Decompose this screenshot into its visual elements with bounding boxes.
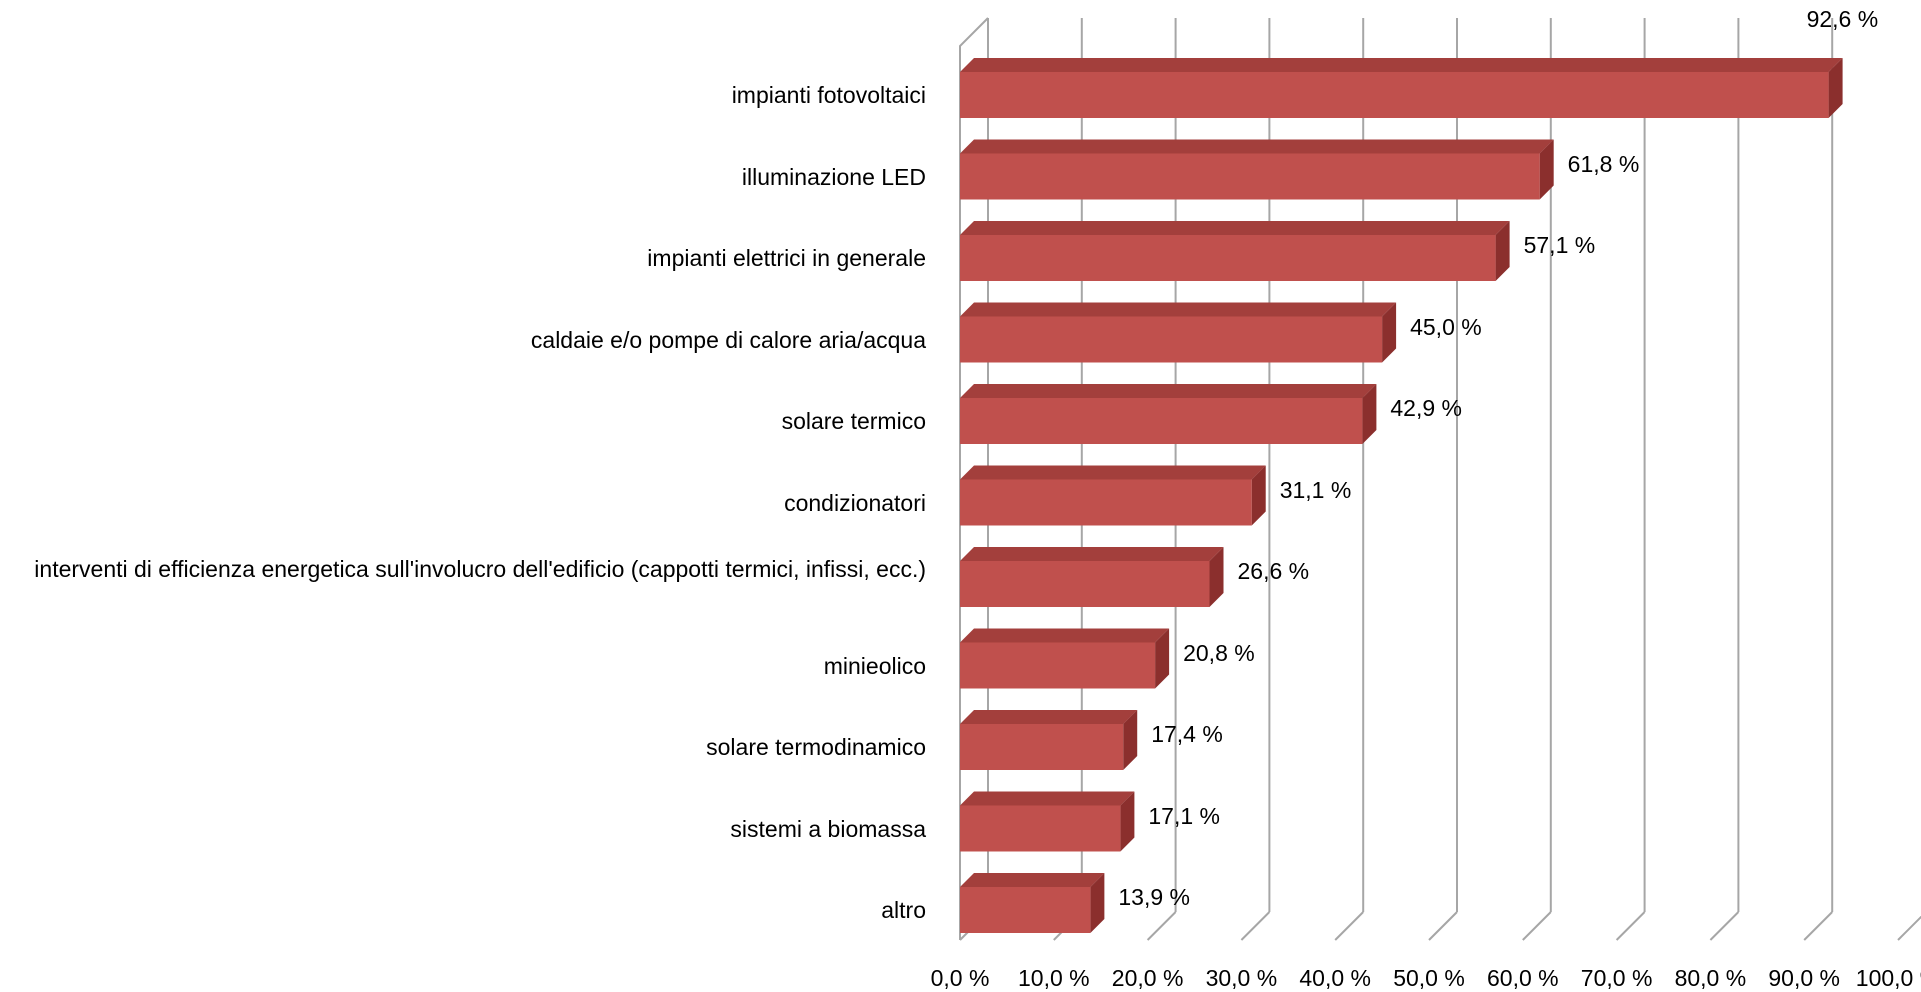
bar-top-face: [960, 547, 1224, 561]
floor-gridline: [1615, 911, 1646, 941]
data-label: 17,4 %: [1151, 721, 1223, 747]
bar-top-face: [960, 384, 1377, 398]
category-label: altro: [881, 897, 926, 923]
category-label: minieolico: [823, 652, 926, 679]
data-label: 57,1 %: [1523, 232, 1596, 258]
bar-side-face: [1120, 791, 1135, 852]
data-label: 20,8 %: [1183, 639, 1255, 666]
bar: [960, 221, 1510, 281]
category-label: caldaie e/o pompe di calore aria/acqua: [530, 326, 926, 353]
bar-front-face: [960, 561, 1210, 607]
data-label: 17,1 %: [1148, 802, 1220, 829]
bar-front-face: [960, 887, 1091, 933]
x-tick-label: 100,0 %: [1855, 965, 1921, 991]
x-tick-label: 80,0 %: [1674, 965, 1747, 991]
category-label: condizionatori: [784, 489, 926, 516]
bar: [960, 710, 1138, 770]
bar-side-face: [1382, 302, 1397, 363]
bar-front-face: [960, 805, 1121, 852]
bar-front-face: [960, 398, 1363, 444]
floor-gridline: [1709, 911, 1740, 941]
bar-front-face: [960, 316, 1383, 363]
bar: [960, 465, 1266, 526]
bar: [960, 302, 1397, 363]
bar-side-face: [1090, 873, 1105, 933]
category-label: sistemi a biomassa: [730, 815, 926, 842]
x-tick-label: 90,0 %: [1768, 965, 1840, 991]
floor-gridline: [1803, 911, 1833, 941]
bar-top-face: [960, 139, 1554, 154]
x-tick-label: 10,0 %: [1017, 965, 1090, 991]
bar-top-face: [960, 58, 1843, 72]
bar-side-face: [1123, 710, 1138, 770]
bar: [960, 139, 1554, 200]
floor-gridline: [1897, 915, 1921, 941]
data-label: 42,9 %: [1390, 395, 1462, 421]
bar-front-face: [960, 724, 1124, 770]
bar-top-face: [960, 791, 1135, 806]
data-label: 31,1 %: [1279, 476, 1352, 503]
data-label: 61,8 %: [1567, 150, 1640, 177]
category-label: illuminazione LED: [741, 163, 926, 190]
bar-top-face: [960, 873, 1105, 887]
x-tick-label: 60,0 %: [1486, 965, 1559, 991]
bar-side-face: [1828, 58, 1843, 118]
bars: [960, 58, 1843, 933]
category-label: solare termodinamico: [706, 734, 926, 760]
bar-top-face: [960, 465, 1266, 480]
category-label: solare termico: [781, 408, 926, 434]
category-label: interventi di efficienza energetica sull…: [34, 556, 926, 582]
data-label: 92,6 %: [1806, 6, 1879, 32]
bar-front-face: [960, 153, 1540, 200]
bar: [960, 628, 1170, 689]
data-label: 13,9 %: [1118, 884, 1190, 910]
bar-top-face: [960, 710, 1138, 724]
bar-side-face: [1539, 139, 1554, 200]
bar-front-face: [960, 479, 1252, 526]
bar: [960, 547, 1224, 607]
x-tick-label: 40,0 %: [1299, 965, 1371, 991]
bar: [960, 791, 1135, 852]
x-tick-label: 30,0 %: [1205, 965, 1278, 991]
floor-gridline: [1428, 911, 1458, 941]
bar: [960, 873, 1105, 933]
bar-top-face: [960, 302, 1397, 317]
bar-front-face: [960, 642, 1156, 689]
x-tick-label: 50,0 %: [1393, 965, 1465, 991]
floor-gridline: [1522, 911, 1552, 941]
side-wall: [959, 17, 989, 940]
bar-side-face: [1209, 547, 1224, 607]
category-label: impianti elettrici in generale: [647, 245, 926, 271]
bar: [960, 58, 1843, 118]
bar-side-face: [1495, 221, 1510, 281]
bar-front-face: [960, 235, 1496, 281]
category-label: impianti fotovoltaici: [731, 82, 926, 108]
bar-front-face: [960, 72, 1829, 118]
bar-top-face: [960, 628, 1170, 643]
x-tick-label: 20,0 %: [1111, 965, 1184, 991]
bar-side-face: [1155, 628, 1170, 689]
bar-side-face: [1251, 465, 1266, 526]
bar-top-face: [960, 221, 1510, 235]
floor-gridline: [1334, 911, 1364, 941]
floor-gridline: [1146, 911, 1177, 941]
floor-gridline: [1240, 911, 1271, 941]
x-tick-label: 70,0 %: [1580, 965, 1653, 991]
x-tick-label: 0,0 %: [930, 965, 990, 991]
data-label: 45,0 %: [1410, 313, 1482, 340]
bar-side-face: [1362, 384, 1377, 444]
bar: [960, 384, 1377, 444]
data-label: 26,6 %: [1237, 558, 1310, 584]
